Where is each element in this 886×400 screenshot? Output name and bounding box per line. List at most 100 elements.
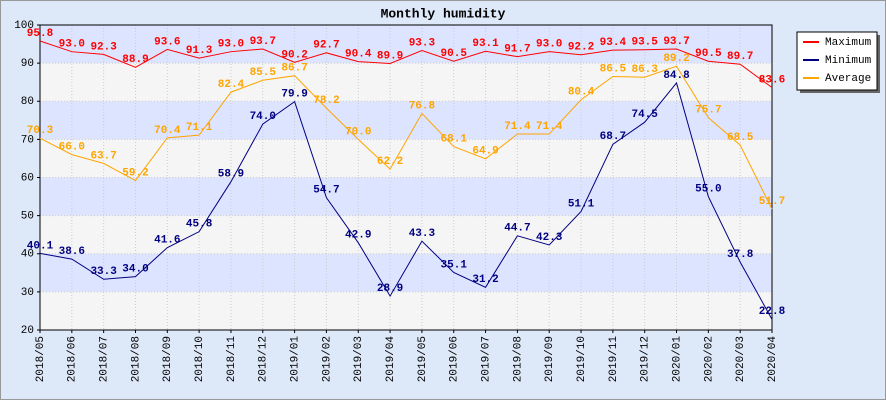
value-label: 40.1 (27, 240, 54, 252)
value-label: 93.5 (631, 37, 658, 49)
grid-band (40, 177, 772, 216)
chart-title: Monthly humidity (381, 6, 506, 21)
y-tick-label: 90 (21, 58, 34, 70)
value-label: 92.7 (313, 40, 339, 52)
value-label: 86.7 (281, 63, 307, 75)
value-label: 75.7 (695, 105, 721, 117)
value-label: 89.9 (377, 50, 403, 62)
value-label: 42.9 (345, 230, 371, 242)
value-label: 68.1 (441, 134, 468, 146)
value-label: 68.5 (727, 132, 754, 144)
x-tick-label: 2018/08 (130, 336, 142, 382)
x-tick-label: 2020/04 (767, 336, 779, 383)
value-label: 71.4 (504, 121, 531, 133)
value-label: 92.3 (90, 41, 117, 53)
value-label: 28.9 (377, 283, 403, 295)
value-label: 54.7 (313, 185, 339, 197)
value-label: 55.0 (695, 183, 721, 195)
value-label: 95.8 (27, 28, 54, 40)
value-label: 62.2 (377, 156, 403, 168)
x-tick-label: 2019/09 (544, 336, 556, 382)
y-tick-label: 40 (21, 249, 34, 261)
value-label: 82.4 (218, 79, 245, 91)
value-label: 58.9 (218, 169, 244, 181)
value-label: 64.9 (472, 146, 498, 158)
value-label: 85.5 (250, 67, 277, 79)
value-label: 74.0 (250, 111, 276, 123)
y-tick-label: 100 (14, 20, 34, 32)
value-label: 45.8 (186, 219, 213, 231)
value-label: 92.2 (568, 42, 594, 54)
x-tick-label: 2018/06 (67, 336, 79, 382)
value-label: 90.2 (281, 49, 307, 61)
value-label: 74.5 (631, 109, 658, 121)
value-label: 38.6 (59, 246, 85, 258)
value-label: 68.7 (600, 131, 626, 143)
x-tick-label: 2020/02 (703, 336, 715, 382)
value-label: 91.3 (186, 45, 213, 57)
x-tick-label: 2019/08 (512, 336, 524, 382)
value-label: 22.8 (759, 306, 786, 318)
x-tick-label: 2018/05 (35, 336, 47, 382)
grid-band (40, 101, 772, 140)
y-tick-label: 50 (21, 211, 34, 223)
value-label: 44.7 (504, 223, 530, 235)
value-label: 88.9 (122, 54, 148, 66)
x-tick-label: 2018/12 (258, 336, 270, 382)
x-tick-label: 2019/02 (321, 336, 333, 382)
series-line (39, 65, 773, 210)
x-tick-label: 2019/03 (353, 336, 365, 382)
value-label: 93.3 (409, 37, 436, 49)
value-label: 91.7 (504, 44, 530, 56)
y-tick-label: 70 (21, 134, 34, 146)
value-label: 93.1 (472, 38, 499, 50)
value-label: 34.0 (122, 264, 148, 276)
value-label: 41.6 (154, 235, 180, 247)
value-label: 33.3 (90, 266, 117, 278)
value-label: 78.2 (313, 95, 339, 107)
x-tick-label: 2019/07 (480, 336, 492, 382)
x-tick-label: 2020/01 (671, 336, 683, 383)
y-tick-label: 30 (21, 287, 34, 299)
x-tick-label: 2020/03 (735, 336, 747, 382)
value-label: 66.0 (59, 142, 85, 154)
value-label: 43.3 (409, 228, 436, 240)
y-tick-label: 60 (21, 172, 34, 184)
x-tick-label: 2018/10 (194, 336, 206, 382)
x-tick-label: 2019/06 (449, 336, 461, 382)
value-label: 70.3 (27, 125, 54, 137)
value-label: 93.7 (663, 36, 689, 48)
value-label: 35.1 (441, 259, 468, 271)
value-label: 86.3 (631, 64, 658, 76)
value-label: 59.2 (122, 167, 148, 179)
value-label: 71.4 (536, 121, 563, 133)
value-label: 83.6 (759, 74, 785, 86)
x-tick-label: 2018/11 (226, 336, 238, 383)
x-tick-label: 2019/01 (290, 336, 302, 383)
y-tick-label: 80 (21, 96, 34, 108)
legend-label: Average (825, 73, 871, 85)
value-label: 89.7 (727, 51, 753, 63)
value-label: 90.5 (695, 48, 722, 60)
value-label: 93.0 (218, 39, 244, 51)
value-label: 86.5 (600, 63, 627, 75)
x-tick-label: 2019/12 (640, 336, 652, 382)
value-label: 70.0 (345, 126, 371, 138)
y-tick-label: 20 (21, 325, 34, 337)
value-label: 70.4 (154, 125, 181, 137)
x-tick-label: 2018/07 (99, 336, 111, 382)
value-label: 93.0 (536, 39, 562, 51)
value-label: 37.8 (727, 249, 754, 261)
x-tick-label: 2019/10 (576, 336, 588, 382)
value-label: 93.4 (600, 37, 627, 49)
value-label: 71.1 (186, 122, 213, 134)
series-line (39, 40, 773, 88)
value-label: 51.7 (759, 196, 785, 208)
value-label: 42.3 (536, 232, 563, 244)
value-label: 90.4 (345, 49, 372, 61)
value-label: 80.4 (568, 87, 595, 99)
x-tick-label: 2018/09 (162, 336, 174, 382)
value-label: 31.2 (472, 274, 498, 286)
series-line (39, 81, 773, 320)
